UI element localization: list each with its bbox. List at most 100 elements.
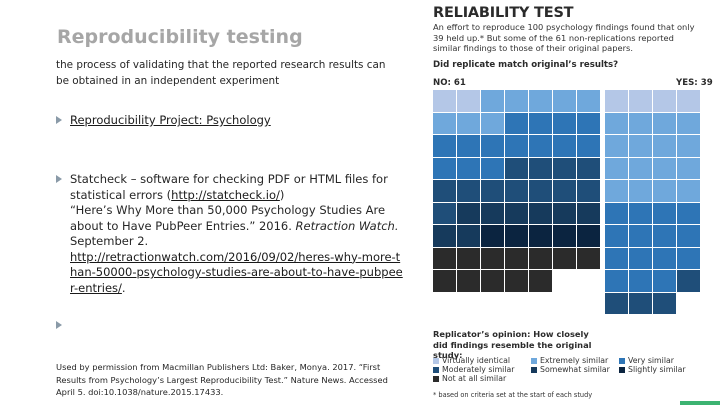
no-cell [529,112,552,134]
no-cell [505,180,528,202]
no-cell [433,157,456,179]
legend-swatch [619,367,625,373]
citation-end: . [121,280,126,295]
no-cell [433,247,456,269]
citation-quote: “Here’s Why More than 50,000 Psychology … [70,203,386,233]
no-cell [433,180,456,202]
no-cell [481,247,504,269]
yes-cell [605,225,628,247]
bullet-arrow-icon [56,175,62,183]
reliability-infographic: RELIABILITY TEST An effort to reproduce … [422,0,713,405]
no-cell [553,157,576,179]
yes-cell [629,247,652,269]
yes-cell [605,90,628,112]
no-cell [481,270,504,292]
no-cell [457,180,480,202]
retraction-watch-link[interactable]: http://retractionwatch.com/2016/09/02/he… [70,249,403,295]
no-cell [505,225,528,247]
no-cell [457,225,480,247]
yes-cell [653,157,676,179]
no-cell [529,270,552,292]
no-cell [457,157,480,179]
yes-cell [605,112,628,134]
no-cell [577,247,600,269]
legend-label: Extremely similar [540,356,609,365]
legend-swatch [531,367,537,373]
yes-cell [653,202,676,224]
statcheck-close-paren: ) [279,187,285,202]
yes-count-label: YES: 39 [676,78,713,88]
yes-cell [605,202,628,224]
infographic-intro: An effort to reproduce 100 psychology fi… [433,22,695,53]
yes-cell [677,90,700,112]
no-cell [577,202,600,224]
no-cell [553,135,576,157]
legend-swatch [619,358,625,364]
no-cell [457,135,480,157]
no-cell [457,202,480,224]
no-cell [553,202,576,224]
no-cell [433,135,456,157]
yes-cell [677,180,700,202]
legend-label: Slightly similar [628,365,686,374]
opinion-heading: Replicator’s opinion: How closely did fi… [433,329,592,360]
no-cell [481,112,504,134]
no-cell [577,90,600,112]
yes-cell [605,135,628,157]
statcheck-text: Statcheck – software for checking PDF or… [70,172,388,202]
no-cell [505,135,528,157]
no-cell [457,112,480,134]
citation-date: September 2. [70,234,149,248]
no-cell [577,112,600,134]
infographic-question: Did replicate match original’s results? [433,60,619,70]
legend-swatch [531,358,537,364]
no-cell [529,180,552,202]
no-cell [553,247,576,269]
yes-cell [629,90,652,112]
no-cell [529,90,552,112]
legend-swatch [433,367,439,373]
yes-cell [677,202,700,224]
yes-cell [677,247,700,269]
no-cell [577,135,600,157]
no-cell [481,90,504,112]
no-cell [577,180,600,202]
legend-label: Very similar [628,356,674,365]
yes-cell [605,270,628,292]
bullet-arrow-icon [56,321,62,329]
yes-cell [653,225,676,247]
yes-cell [653,292,676,314]
yes-cell [653,90,676,112]
no-cell [505,202,528,224]
accent-bar [680,401,720,405]
no-count-label: NO: 61 [433,78,466,88]
bullet-body: Statcheck – software for checking PDF or… [70,172,406,296]
no-cell [553,180,576,202]
bullet-body: Reproducibility Project: Psychology [70,113,406,129]
yes-cell [677,135,700,157]
legend-label: Moderately similar [442,365,515,374]
no-cell [433,225,456,247]
no-cell [481,157,504,179]
yes-cell [605,157,628,179]
no-cell [481,202,504,224]
no-cell [577,157,600,179]
statcheck-link[interactable]: http://statcheck.io/ [171,187,280,202]
yes-cell [677,225,700,247]
no-cell [505,157,528,179]
yes-cell [629,292,652,314]
reproducibility-project-link[interactable]: Reproducibility Project: Psychology [70,113,271,127]
yes-cell [629,112,652,134]
infographic-footnote: * based on criteria set at the start of … [433,391,593,399]
legend-swatch [433,376,439,382]
no-cell [433,270,456,292]
no-cell [529,225,552,247]
no-cell [433,90,456,112]
yes-cell [629,157,652,179]
no-cell [457,90,480,112]
no-cell [577,225,600,247]
yes-cell [653,112,676,134]
no-cell [553,112,576,134]
yes-cell [605,180,628,202]
slide-title: Reproducibility testing [57,26,303,48]
